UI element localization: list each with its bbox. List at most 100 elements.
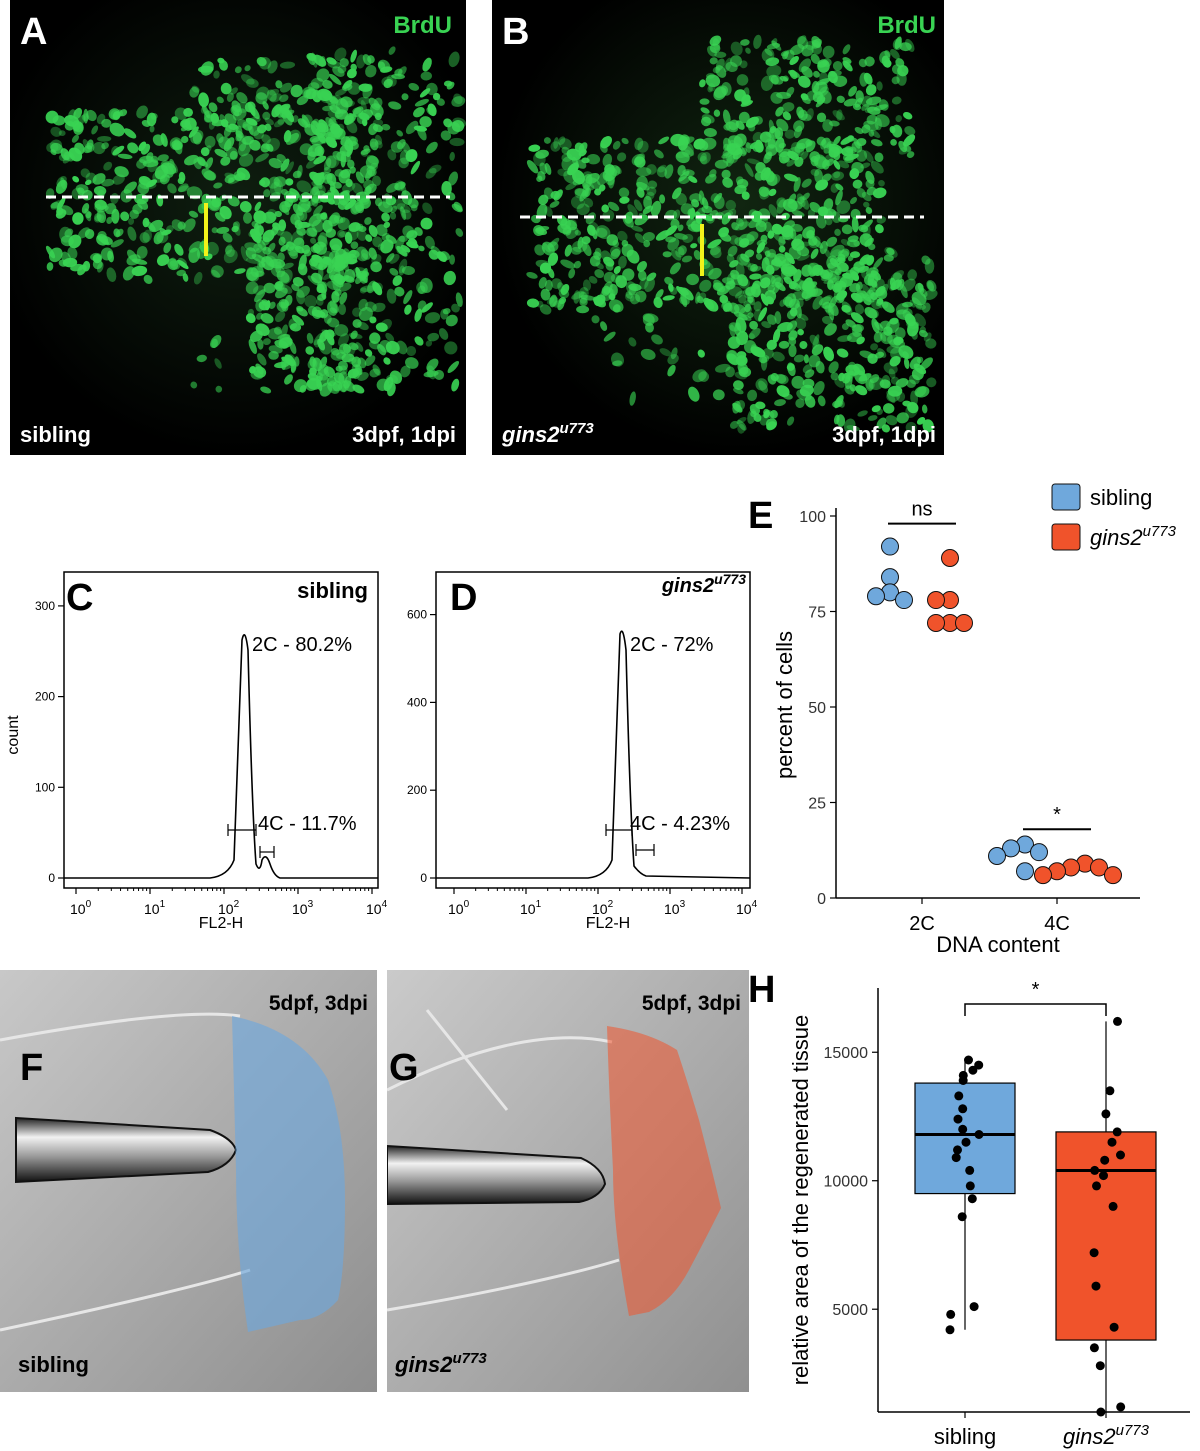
brdu-nucleus xyxy=(829,70,842,77)
brdu-nucleus xyxy=(836,414,846,427)
brdu-nucleus xyxy=(712,66,721,74)
brdu-nucleus xyxy=(238,137,247,152)
brdu-nucleus xyxy=(177,185,190,193)
brdu-nucleus xyxy=(655,289,664,300)
brdu-nucleus xyxy=(228,177,235,183)
brdu-nucleus xyxy=(352,319,362,328)
brdu-nucleus xyxy=(795,398,805,408)
brdu-nucleus xyxy=(846,425,860,432)
brdu-nucleus xyxy=(611,352,624,367)
brdu-nucleus xyxy=(826,158,834,167)
brdu-nucleus xyxy=(553,137,559,149)
brdu-nucleus xyxy=(849,384,857,392)
data-point-gins2u773 xyxy=(927,613,945,632)
brdu-nucleus xyxy=(198,65,214,73)
panel-f-fin-regeneration-sibling: F 5dpf, 3dpi sibling xyxy=(0,970,377,1392)
brdu-nucleus xyxy=(880,283,889,296)
brdu-nucleus xyxy=(542,242,551,253)
brdu-nucleus xyxy=(571,291,585,300)
brdu-nucleus xyxy=(396,246,405,255)
brdu-nucleus xyxy=(249,139,261,151)
brdu-nucleus xyxy=(106,216,113,224)
brdu-nucleus xyxy=(708,267,722,280)
brdu-nucleus xyxy=(738,111,750,124)
brdu-nucleus xyxy=(193,271,203,285)
brdu-nucleus xyxy=(73,107,83,120)
brdu-nucleus xyxy=(362,83,373,99)
brdu-nucleus xyxy=(700,137,717,150)
brdu-nucleus xyxy=(699,155,708,165)
data-point-sibling xyxy=(965,1165,975,1175)
brdu-nucleus xyxy=(350,330,358,340)
brdu-nucleus xyxy=(770,274,784,288)
brdu-nucleus xyxy=(768,204,778,218)
brdu-nucleus xyxy=(559,138,572,150)
brdu-nucleus xyxy=(570,246,582,255)
x-tick-label: 103 xyxy=(292,899,314,917)
brdu-nucleus xyxy=(371,175,382,187)
brdu-nucleus xyxy=(848,361,856,370)
brdu-nucleus xyxy=(390,141,404,153)
brdu-nucleus xyxy=(254,201,262,212)
brdu-nucleus xyxy=(842,57,852,64)
brdu-nucleus xyxy=(927,281,935,291)
brdu-nucleus xyxy=(326,57,337,65)
brdu-nucleus xyxy=(808,354,821,368)
brdu-nucleus xyxy=(726,152,736,167)
stain-label: BrdU xyxy=(393,12,452,39)
brdu-nucleus xyxy=(787,200,803,210)
brdu-nucleus xyxy=(636,187,645,198)
legend-swatch xyxy=(1051,483,1081,511)
brdu-nucleus xyxy=(560,259,576,269)
brdu-nucleus xyxy=(280,82,292,93)
brdu-nucleus xyxy=(678,245,687,256)
brdu-nucleus xyxy=(876,417,887,429)
brdu-nucleus xyxy=(876,81,883,91)
brdu-nucleus xyxy=(733,387,744,395)
brdu-nucleus xyxy=(625,291,633,299)
brdu-nucleus xyxy=(879,99,889,111)
brdu-nucleus xyxy=(410,204,418,212)
brdu-nucleus xyxy=(753,309,764,322)
brdu-nucleus xyxy=(400,206,407,221)
brdu-nucleus xyxy=(865,170,875,184)
brdu-nucleus xyxy=(586,153,601,165)
brdu-nucleus xyxy=(925,338,937,349)
brdu-nucleus xyxy=(157,154,169,162)
brdu-nucleus xyxy=(277,118,285,125)
brdu-nucleus xyxy=(535,149,549,159)
brdu-nucleus xyxy=(828,361,839,374)
y-tick-label: 0 xyxy=(817,891,826,908)
panel-letter-g: G xyxy=(389,1047,419,1089)
brdu-nucleus xyxy=(741,94,751,106)
brdu-nucleus xyxy=(371,254,382,265)
data-point-gins2u773 xyxy=(1109,1322,1119,1332)
brdu-nucleus xyxy=(245,247,257,260)
brdu-nucleus xyxy=(269,258,286,269)
brdu-nucleus xyxy=(448,51,460,68)
brdu-nucleus xyxy=(72,175,80,183)
brdu-nucleus xyxy=(198,92,209,108)
brdu-nucleus xyxy=(759,355,768,364)
brdu-nucleus xyxy=(277,333,291,341)
brdu-nucleus xyxy=(160,133,168,147)
brdu-nucleus xyxy=(802,192,810,201)
legend-label: sibling xyxy=(1090,485,1152,510)
brdu-nucleus xyxy=(837,160,850,169)
brdu-nucleus xyxy=(875,298,884,307)
brdu-nucleus xyxy=(127,226,137,241)
brdu-nucleus xyxy=(573,260,582,269)
brdu-nucleus xyxy=(791,209,805,217)
brdu-nucleus xyxy=(905,402,919,418)
brdu-nucleus xyxy=(835,190,843,206)
brdu-nucleus xyxy=(455,292,463,307)
brdu-nucleus xyxy=(695,291,701,304)
data-point-sibling xyxy=(867,587,885,606)
brdu-nucleus xyxy=(697,152,707,162)
brdu-nucleus xyxy=(372,124,383,133)
brdu-nucleus xyxy=(700,107,710,114)
significance-bracket xyxy=(964,1003,1107,1016)
brdu-nucleus xyxy=(856,149,868,162)
brdu-nucleus xyxy=(848,86,857,97)
brdu-nucleus xyxy=(851,323,864,333)
